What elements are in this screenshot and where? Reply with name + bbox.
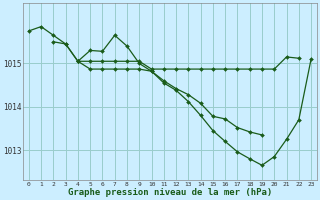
X-axis label: Graphe pression niveau de la mer (hPa): Graphe pression niveau de la mer (hPa) (68, 188, 272, 197)
